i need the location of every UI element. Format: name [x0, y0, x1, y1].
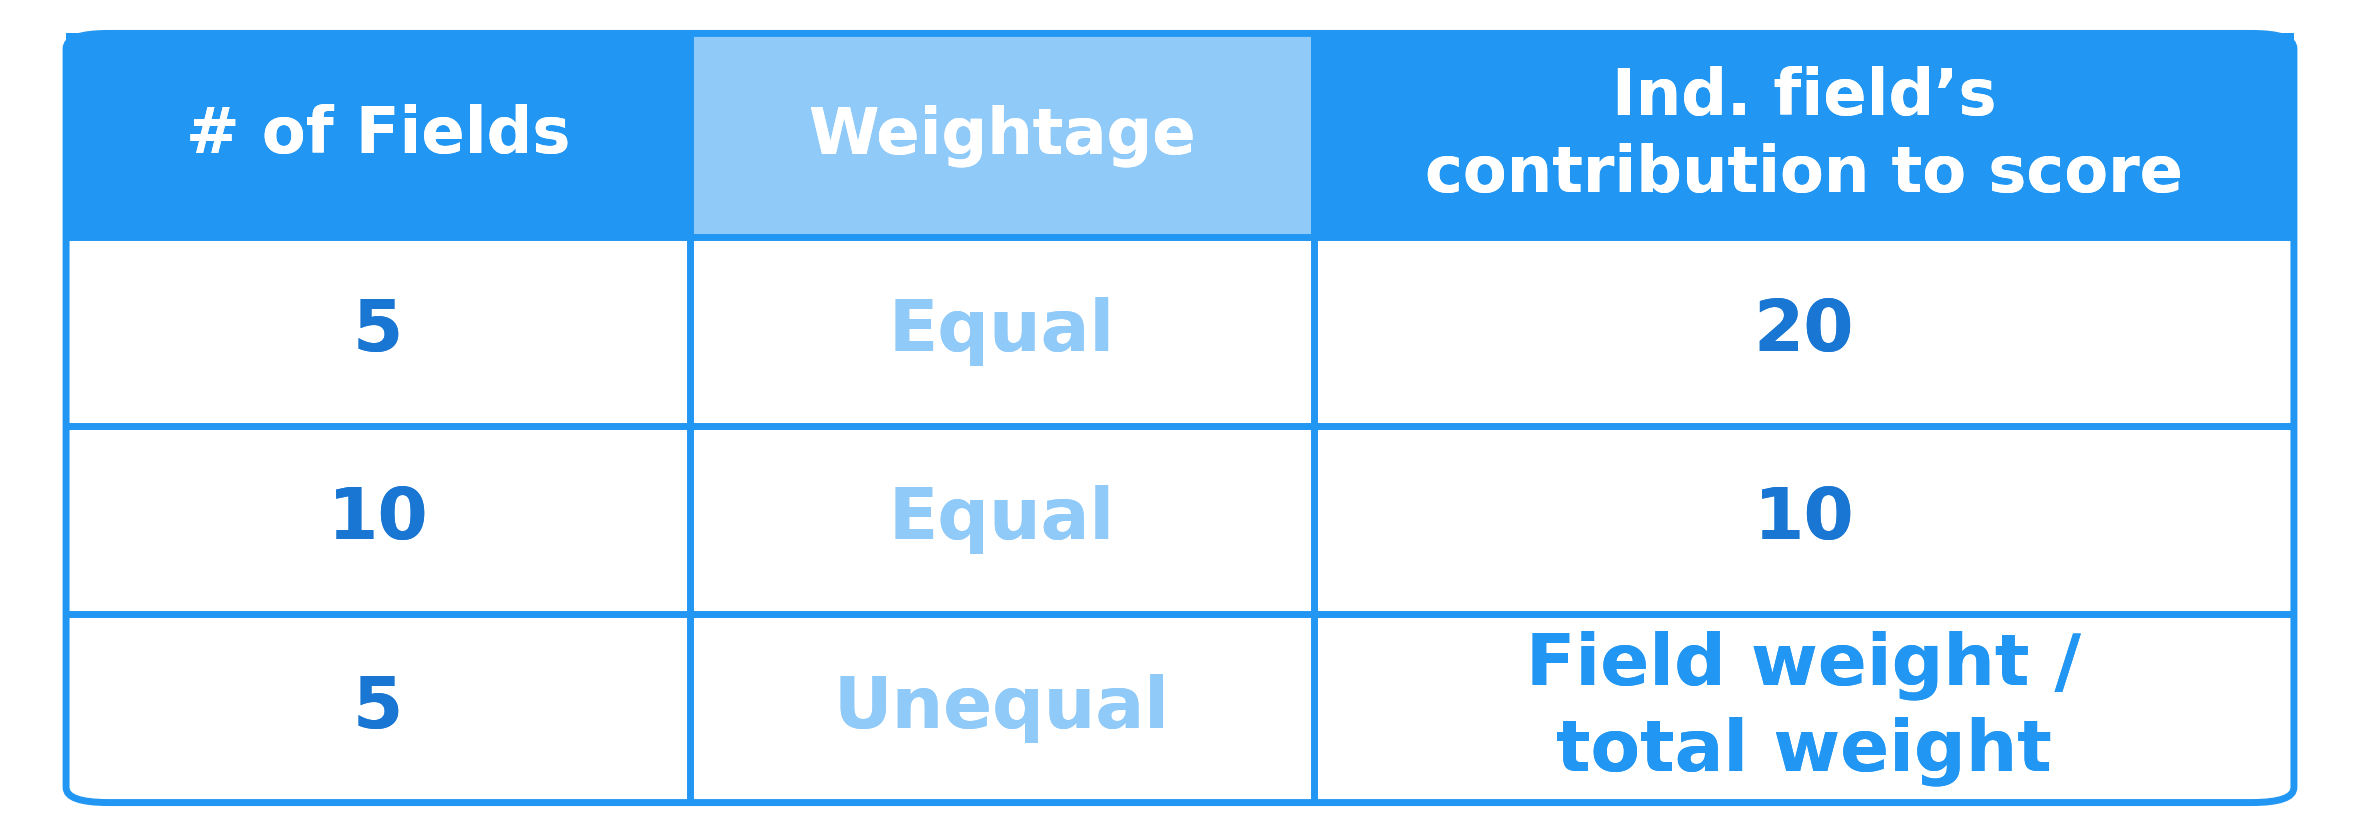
Text: Weightage: Weightage: [807, 104, 1197, 166]
Text: # of Fields: # of Fields: [186, 104, 571, 166]
Text: 5: 5: [354, 674, 404, 743]
Text: Unequal: Unequal: [833, 674, 1171, 743]
Bar: [1315, 237, 2294, 426]
Text: 5: 5: [354, 674, 404, 743]
Text: 10: 10: [328, 486, 430, 554]
Bar: [1315, 33, 2294, 237]
FancyBboxPatch shape: [66, 33, 689, 237]
Text: 5: 5: [354, 297, 404, 366]
Text: Ind. field’s
contribution to score: Ind. field’s contribution to score: [1425, 66, 2183, 205]
Bar: [66, 33, 689, 237]
Text: Unequal: Unequal: [833, 674, 1171, 743]
FancyBboxPatch shape: [1315, 33, 2294, 237]
Bar: [1315, 614, 2294, 803]
Bar: [66, 215, 2294, 237]
Bar: [66, 426, 689, 614]
Text: 10: 10: [1753, 486, 1855, 554]
Bar: [66, 614, 689, 803]
Text: 10: 10: [1753, 486, 1855, 554]
Bar: [689, 33, 1315, 237]
FancyBboxPatch shape: [66, 33, 2294, 237]
Bar: [66, 33, 689, 237]
Text: Equal: Equal: [890, 486, 1114, 554]
Text: 10: 10: [328, 486, 430, 554]
Text: 20: 20: [1753, 297, 1855, 366]
Text: 20: 20: [1753, 297, 1855, 366]
Bar: [1315, 426, 2294, 614]
Text: Ind. field’s
contribution to score: Ind. field’s contribution to score: [1425, 66, 2183, 205]
Bar: [1315, 215, 2294, 237]
Bar: [689, 426, 1315, 614]
Bar: [689, 33, 1315, 237]
Text: Weightage: Weightage: [807, 104, 1197, 166]
Bar: [1315, 33, 2294, 237]
Text: Equal: Equal: [890, 297, 1114, 366]
Bar: [66, 237, 689, 426]
Text: 5: 5: [354, 297, 404, 366]
Bar: [689, 237, 1315, 426]
Text: Field weight /
total weight: Field weight / total weight: [1527, 630, 2082, 786]
Text: Equal: Equal: [890, 486, 1114, 554]
Text: Equal: Equal: [890, 297, 1114, 366]
Text: # of Fields: # of Fields: [186, 104, 571, 166]
Bar: [66, 215, 689, 237]
Bar: [689, 614, 1315, 803]
Bar: [689, 33, 1315, 237]
Text: Field weight /
total weight: Field weight / total weight: [1527, 630, 2082, 786]
